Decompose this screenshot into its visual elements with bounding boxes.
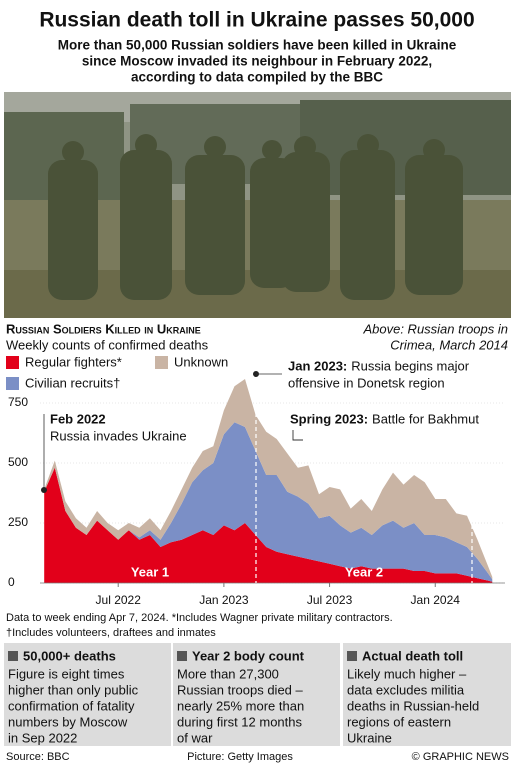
annotation-text: Russia invades Ukraine — [50, 428, 187, 443]
legend-swatch — [6, 356, 19, 369]
credit: © GRAPHIC NEWS — [412, 751, 509, 763]
annotation-bracket — [292, 430, 303, 441]
panel-text: Ukraine — [347, 730, 392, 745]
panel-bullet — [177, 651, 187, 661]
panel-text: of war — [177, 730, 213, 745]
legend-label: Unknown — [174, 354, 228, 369]
panel-text: Likely much higher – — [347, 666, 467, 681]
annotation-text: offensive in Donetsk region — [288, 375, 445, 390]
panel-text: deaths in Russian-held — [347, 698, 479, 713]
x-tick-label: Jul 2022 — [96, 593, 142, 607]
title: Russian death toll in Ukraine passes 50,… — [39, 9, 474, 32]
panel-text: Russian troops died – — [177, 682, 304, 697]
panel-text: in Sep 2022 — [8, 730, 77, 745]
subtitle: More than 50,000 Russian soldiers have b… — [58, 38, 457, 53]
area — [44, 422, 493, 582]
annotation-date: Feb 2022 — [50, 411, 106, 426]
legend-swatch — [6, 377, 19, 390]
chart-title: Russian Soldiers Killed in Ukraine — [6, 321, 201, 336]
photo-caption: Above: Russian troops in — [362, 321, 508, 336]
photo — [4, 92, 511, 318]
annotation-dot — [41, 487, 47, 493]
subtitle: according to data compiled by the BBC — [131, 70, 383, 85]
chart-subtitle: Weekly counts of confirmed deaths — [6, 337, 209, 352]
photo-caption: Crimea, March 2014 — [390, 337, 508, 352]
panel-text: regions of eastern — [347, 714, 451, 729]
subtitle: since Moscow invaded its neighbour in Fe… — [82, 54, 432, 69]
source: Source: BBC — [6, 751, 70, 763]
y-tick-label: 0 — [8, 575, 15, 589]
panel-heading: Actual death toll — [362, 648, 463, 663]
period-label: Year 2 — [345, 564, 383, 579]
panel-heading: 50,000+ deaths — [23, 648, 116, 663]
y-tick-label: 750 — [8, 395, 28, 409]
footnote: Data to week ending Apr 7, 2024. *Includ… — [6, 612, 393, 624]
panels: 50,000+ deaths Figure is eight timeshighe… — [4, 643, 511, 746]
area — [44, 379, 493, 580]
panel-bullet — [347, 651, 357, 661]
panel-text: More than 27,300 — [177, 666, 279, 681]
y-tick-label: 500 — [8, 455, 28, 469]
picture-credit: Picture: Getty Images — [187, 751, 293, 763]
annotation-text: Russia begins major — [351, 358, 469, 373]
panel-text: nearly 25% more than — [177, 698, 304, 713]
legend-label: Civilian recruits† — [25, 375, 120, 390]
panel-heading: Year 2 body count — [192, 648, 305, 663]
panel-text: during first 12 months — [177, 714, 303, 729]
legend-label: Regular fighters* — [25, 354, 122, 369]
x-tick-label: Jul 2023 — [307, 593, 353, 607]
annotation-date: Jan 2023: — [288, 358, 347, 373]
annotation-text: Battle for Bakhmut — [372, 411, 479, 426]
panel-box — [343, 643, 511, 746]
panel-bullet — [8, 651, 18, 661]
panel-box — [173, 643, 340, 746]
panel-text: data excludes militia — [347, 682, 465, 697]
x-tick-label: Jan 2024 — [411, 593, 461, 607]
legend-swatch — [155, 356, 168, 369]
panel-text: numbers by Moscow — [8, 714, 128, 729]
x-tick-label: Jan 2023 — [199, 593, 249, 607]
y-tick-label: 250 — [8, 515, 28, 529]
panel-text: higher than only public — [8, 682, 139, 697]
annotation-date: Spring 2023: — [290, 411, 368, 426]
chart: Regular fighters* Civilian recruits† Unkno… — [6, 354, 505, 607]
panel-text: confirmation of fatality — [8, 698, 135, 713]
panel-text: Figure is eight times — [8, 666, 125, 681]
footnote: †Includes volunteers, draftees and inmat… — [6, 627, 216, 639]
period-label: Year 1 — [131, 564, 169, 579]
panel-box — [4, 643, 171, 746]
photo-soldiers — [48, 134, 463, 300]
area — [44, 467, 493, 583]
